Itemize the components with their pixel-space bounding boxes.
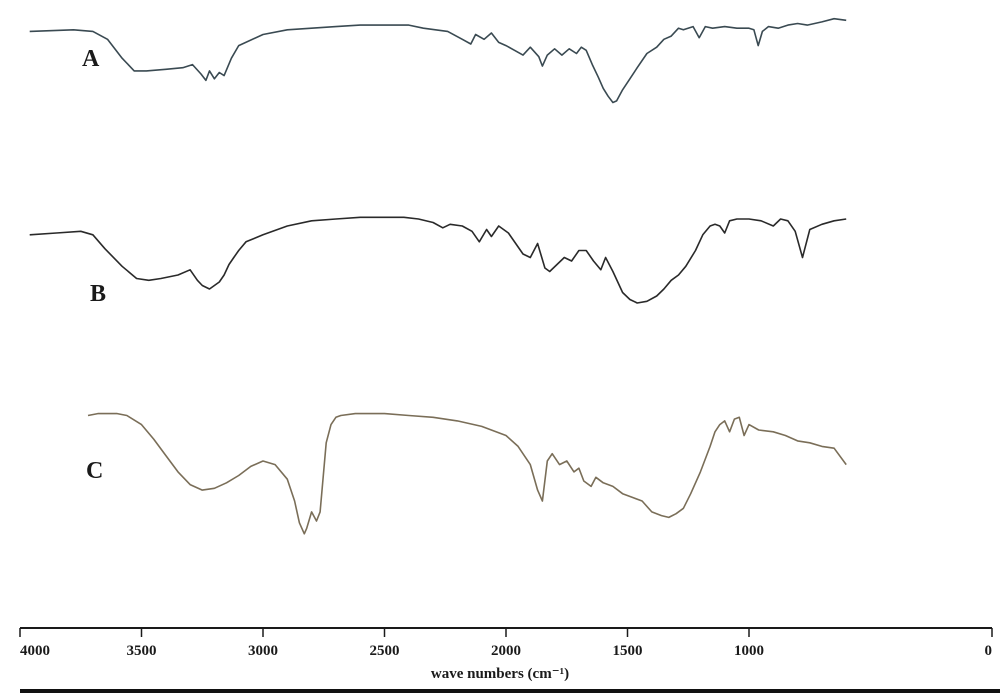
x-tick-label: 4000	[20, 643, 50, 659]
x-tick-label: 0	[985, 643, 993, 659]
x-tick-label: 2000	[491, 643, 521, 659]
x-tick-label: 3500	[127, 643, 157, 659]
x-axis-title: wave numbers (cm⁻¹)	[431, 666, 569, 682]
spectrum-line-c	[87, 412, 847, 535]
x-axis-ticks: 4000 3500 3000 2500 2000 1500 1000 0	[19, 628, 993, 659]
x-tick-label: 2500	[370, 643, 400, 659]
series-label-a: A	[82, 46, 100, 72]
spectrum-line-a	[29, 17, 847, 104]
series-labels: A B C	[82, 46, 106, 484]
spectrum-line-b	[29, 216, 847, 304]
series-layer	[29, 17, 847, 535]
x-tick-label: 1500	[613, 643, 643, 659]
x-tick-label: 1000	[734, 643, 764, 659]
series-label-b: B	[90, 281, 106, 307]
series-label-c: C	[86, 458, 103, 484]
x-tick-label: 3000	[248, 643, 278, 659]
